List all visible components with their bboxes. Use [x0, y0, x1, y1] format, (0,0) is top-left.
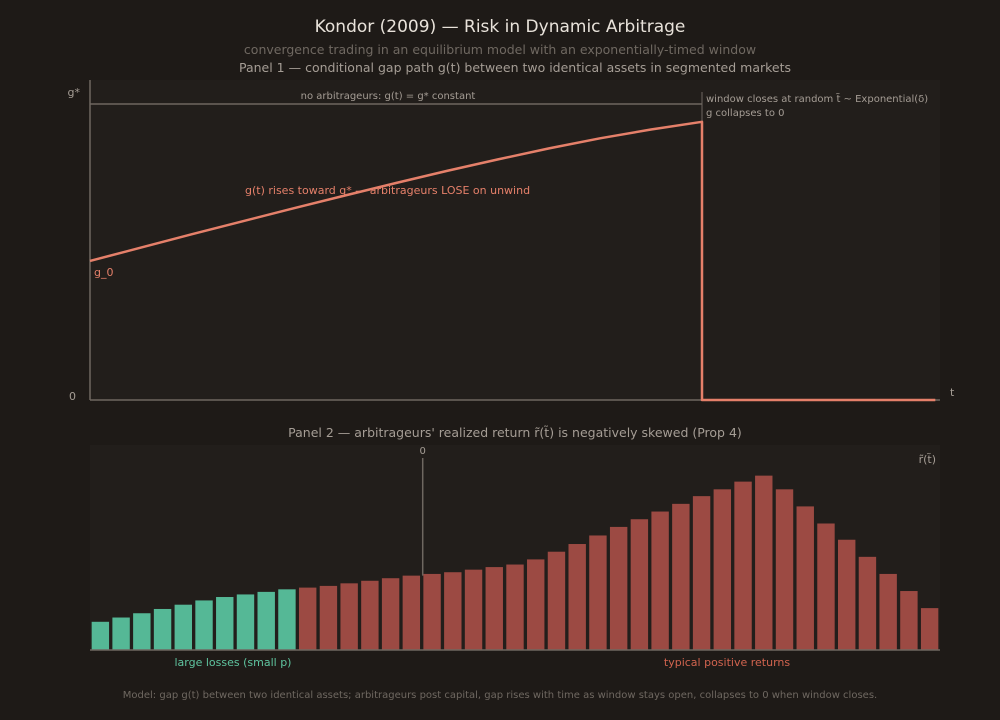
- x-axis-label-t: t: [950, 386, 955, 399]
- footer-note: Model: gap g(t) between two identical as…: [123, 690, 877, 701]
- no-arbitrageur-label: no arbitrageurs: g(t) = g* constant: [301, 91, 476, 102]
- gain-bar: [651, 511, 669, 650]
- loss-bar: [257, 591, 275, 650]
- panel-2: Panel 2 — arbitrageurs' realized return …: [90, 425, 940, 669]
- return-axis-label: r̃(t̃): [919, 453, 936, 466]
- loss-bar: [133, 613, 151, 650]
- gain-bar: [796, 506, 814, 650]
- loss-bar: [112, 617, 130, 650]
- figure-subtitle: convergence trading in an equilibrium mo…: [244, 42, 756, 57]
- gain-bar: [692, 496, 711, 650]
- gain-bar: [672, 503, 690, 650]
- gain-bar: [506, 564, 524, 650]
- gain-bar: [879, 573, 897, 650]
- gain-bar: [298, 587, 317, 650]
- gain-bar: [547, 551, 566, 650]
- gap-path-line: [89, 120, 936, 402]
- loss-bar: [91, 621, 110, 650]
- loss-bar: [278, 589, 296, 650]
- panel-1-plot-area: [90, 80, 940, 400]
- gain-bar: [920, 608, 939, 650]
- y-tick-label-0: 0: [69, 390, 76, 403]
- gain-bar: [589, 535, 607, 650]
- positive-returns-label: typical positive returns: [664, 656, 790, 669]
- gain-bar: [319, 585, 338, 650]
- loss-bar: [195, 600, 213, 650]
- gain-bar: [817, 523, 835, 650]
- panel-1: Panel 1 — conditional gap path g(t) betw…: [68, 60, 955, 403]
- loss-bar: [174, 604, 192, 650]
- gain-bar: [858, 556, 877, 650]
- gain-bar: [734, 481, 752, 650]
- zero-return-label: 0: [420, 446, 426, 457]
- gain-bar: [900, 591, 918, 650]
- gain-bar: [381, 578, 400, 650]
- gain-bar: [568, 544, 586, 650]
- panel-2-title: Panel 2 — arbitrageurs' realized return …: [288, 425, 742, 440]
- y-tick-label-g-star: g*: [68, 86, 81, 99]
- gain-bar: [713, 489, 732, 650]
- gain-bar: [340, 583, 358, 650]
- gain-bar: [444, 572, 462, 650]
- loss-bar: [153, 608, 172, 650]
- large-losses-label: large losses (small p): [175, 656, 292, 669]
- gap-rise-label: g(t) rises toward g* — arbitrageurs LOSE…: [245, 184, 530, 197]
- loss-bar: [236, 594, 255, 650]
- window-close-label: window closes at random t̃ ~ Exponential…: [706, 92, 928, 105]
- gain-bar: [755, 475, 773, 650]
- gain-bar: [361, 580, 379, 650]
- panel-1-title: Panel 1 — conditional gap path g(t) betw…: [239, 60, 791, 75]
- gain-bar: [402, 575, 421, 650]
- gain-bar: [485, 567, 503, 650]
- gap-collapse-label: g collapses to 0: [706, 108, 785, 119]
- gain-bar: [423, 573, 441, 650]
- gain-bar: [775, 489, 794, 650]
- return-bars: [91, 475, 939, 650]
- loss-bar: [216, 597, 234, 650]
- gain-bar: [609, 526, 628, 650]
- gain-bar: [838, 539, 856, 650]
- g0-label: g_0: [94, 266, 113, 279]
- gain-bar: [464, 569, 483, 650]
- figure-title: Kondor (2009) — Risk in Dynamic Arbitrag…: [315, 17, 686, 37]
- gain-bar: [527, 559, 545, 650]
- gain-bar: [630, 519, 649, 650]
